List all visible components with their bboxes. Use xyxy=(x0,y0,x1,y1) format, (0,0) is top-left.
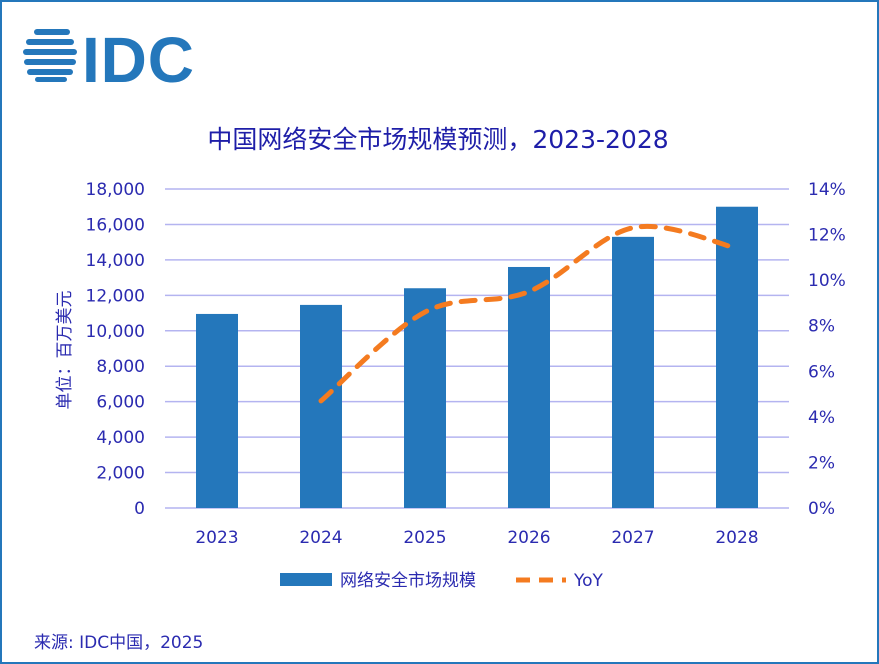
x-tick-label: 2027 xyxy=(611,528,654,548)
y2-tick-label: 10% xyxy=(808,271,846,291)
legend-line-label: YoY xyxy=(573,571,604,591)
x-tick-label: 2026 xyxy=(507,528,550,548)
bar xyxy=(612,236,654,508)
y-axis-label: 单位：百万美元 xyxy=(55,291,75,410)
bar xyxy=(508,266,550,508)
globe-icon xyxy=(23,29,77,82)
x-tick-label: 2023 xyxy=(195,528,238,548)
bar xyxy=(196,313,238,508)
y2-tick-label: 8% xyxy=(808,317,835,337)
y-tick-label: 16,000 xyxy=(86,215,145,235)
y-tick-label: 12,000 xyxy=(86,286,145,306)
y-tick-label: 8,000 xyxy=(96,357,145,377)
y-tick-label: 18,000 xyxy=(86,180,145,200)
source-note: 来源: IDC中国，2025 xyxy=(34,633,204,653)
y2-tick-label: 0% xyxy=(808,499,835,519)
y-tick-label: 2,000 xyxy=(96,464,145,484)
y2-tick-label: 12% xyxy=(808,226,846,246)
bar xyxy=(404,288,446,508)
legend-bar-label: 网络安全市场规模 xyxy=(340,571,476,591)
y2-tick-label: 2% xyxy=(808,453,835,473)
legend-bar-swatch xyxy=(280,573,332,586)
x-tick-label: 2025 xyxy=(403,528,446,548)
idc-logo: IDC xyxy=(23,24,194,96)
bar xyxy=(716,206,758,508)
y-tick-label: 6,000 xyxy=(96,393,145,413)
chart-title: 中国网络安全市场规模预测，2023-2028 xyxy=(207,125,668,154)
bar xyxy=(300,304,342,508)
y2-tick-label: 6% xyxy=(808,362,835,382)
yoy-line xyxy=(318,224,740,404)
x-tick-label: 2024 xyxy=(299,528,342,548)
logo-text: IDC xyxy=(82,24,194,96)
legend: 网络安全市场规模 YoY xyxy=(280,571,604,591)
x-tick-label: 2028 xyxy=(715,528,758,548)
y-tick-label: 10,000 xyxy=(86,322,145,342)
y-tick-label: 0 xyxy=(134,499,145,519)
y2-tick-label: 14% xyxy=(808,180,846,200)
y2-tick-label: 4% xyxy=(808,408,835,428)
y-tick-label: 14,000 xyxy=(86,251,145,271)
y-tick-label: 4,000 xyxy=(96,428,145,448)
